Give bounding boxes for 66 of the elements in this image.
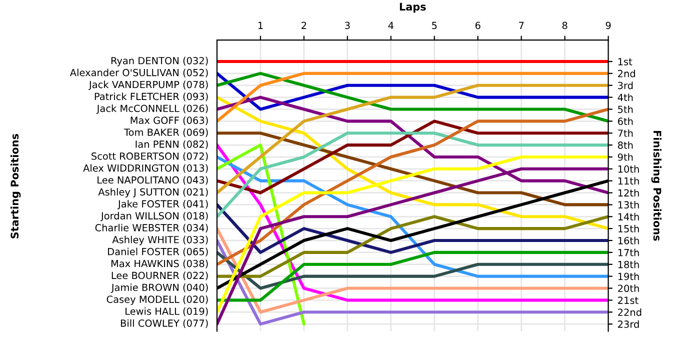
series-label: Casey MODELL (020) [106, 295, 208, 305]
series-label: Charlie WEBSTER (034) [95, 224, 208, 233]
series-label: Alex WIDDRINGTON (013) [83, 164, 208, 173]
x-axis-title: Laps [400, 2, 426, 13]
x-tick-label: 4 [388, 22, 394, 29]
y-tick-label: 21st [618, 296, 638, 304]
series-label: Lee BOURNER (022) [112, 272, 208, 280]
x-tick-label: 3 [345, 22, 350, 30]
y-tick-label: 14th [618, 212, 639, 220]
y-tick-label: 6th [618, 117, 633, 125]
y-tick-label: 20th [618, 284, 639, 292]
line-series [217, 108, 608, 266]
y-tick-label: 10th [618, 165, 639, 173]
series-label: Patrick FLETCHER (093) [94, 92, 208, 102]
y-tick-label: 5th [618, 106, 633, 114]
line-series [217, 227, 608, 314]
y-tick-label: 13th [618, 201, 639, 209]
x-tick-label: 5 [432, 22, 437, 30]
y-tick-label: 23rd [618, 320, 639, 328]
y-tick-label: 7th [618, 129, 633, 137]
y-tick-label: 12th [618, 189, 639, 196]
x-tick-label: 9 [606, 22, 611, 30]
y-tick-label: 2nd [618, 70, 635, 78]
y-tick-label: 8th [618, 141, 633, 149]
x-tick-label: 1 [258, 22, 263, 29]
series-label: Jordan WILLSON (018) [100, 212, 208, 222]
x-tick-label: 7 [519, 22, 524, 29]
series-label: Ryan DENTON (032) [111, 56, 208, 66]
x-tick-label: 8 [562, 22, 568, 30]
series-label: Lewis HALL (019) [126, 307, 208, 316]
series-label: Ashley J SUTTON (021) [98, 188, 208, 198]
line-series [217, 120, 608, 194]
line-series [217, 72, 608, 123]
y-tick-label: 18th [618, 260, 639, 268]
y-tick-label: 9th [618, 153, 633, 161]
line-series [217, 72, 608, 111]
series-label: Max HAWKINS (038) [111, 260, 208, 268]
y-tick-label: 1st [618, 58, 632, 66]
series-label: Jake FOSTER (041) [118, 200, 208, 210]
line-series [217, 215, 608, 278]
y-tick-label: 19th [618, 272, 639, 280]
y-tick-label: 17th [618, 248, 639, 256]
series-label: Tom BAKER (069) [124, 128, 208, 138]
series-label: Max GOFF (063) [130, 116, 208, 126]
line-series [217, 250, 608, 290]
y-tick-label: 3rd [618, 82, 633, 90]
x-tick-label: 2 [302, 22, 306, 29]
y-tick-label: 22nd [618, 308, 642, 316]
series-label: Ian PENN (082) [136, 140, 208, 149]
series-label: Scott ROBERTSON (072) [92, 152, 208, 161]
x-tick-label: 6 [475, 22, 480, 30]
y-tick-label: 11th [618, 177, 639, 185]
series-label: Ashley WHITE (033) [112, 236, 208, 246]
series-label: Jack VANDERPUMP (078) [88, 80, 208, 90]
series-label: Lee NAPOLITANO (043) [98, 176, 208, 185]
y-axis-title: Finishing Positions [651, 130, 662, 241]
y-tick-label: 16th [618, 236, 639, 244]
series-label: Bill COWLEY (077) [120, 319, 208, 328]
y-tick-label: 15th [618, 224, 639, 232]
y-tick-label: 4th [618, 94, 633, 101]
text: Starting Positions [10, 134, 21, 238]
line-series [217, 203, 608, 254]
series-label: Alexander O'SULLIVAN (052) [70, 68, 208, 78]
series-label: Jamie BROWN (040) [110, 284, 208, 293]
series-label: Daniel FOSTER (065) [108, 248, 208, 256]
series-label: Jack McCONNELL (026) [96, 104, 208, 114]
